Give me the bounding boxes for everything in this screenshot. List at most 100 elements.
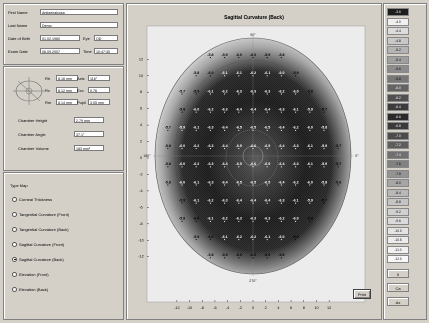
- grid-value: -6.1: [207, 89, 213, 93]
- patient-side-field[interactable]: 10:47:30: [94, 48, 118, 54]
- grid-point: [295, 111, 297, 113]
- x-tick-label: -2: [239, 306, 242, 310]
- print-button[interactable]: Print: [353, 289, 371, 299]
- chamber-field[interactable]: 183 mm³: [74, 145, 104, 151]
- curvature-map[interactable]: -12 -10 -8 -6 -4 -2 0 2 4 6 8 10 12 12 10 8 6 4 2 0 -2 -4 -6 -8…: [127, 4, 381, 319]
- measurement-field[interactable]: 3.05 mm: [88, 99, 110, 105]
- type-map-option[interactable]: Sagittal Curvature (Back): [12, 255, 64, 263]
- grid-value: -5.9: [179, 126, 185, 130]
- grid-point: [295, 239, 297, 241]
- measurement-field[interactable]: 116°: [88, 75, 110, 81]
- grid-point: [195, 202, 197, 204]
- grid-point: [266, 257, 268, 259]
- grid-value: -5.9: [307, 199, 313, 203]
- radio-button[interactable]: [12, 241, 17, 247]
- grid-point: [224, 166, 226, 168]
- color-scale-swatch: -5.8: [387, 74, 409, 83]
- grid-point: [195, 166, 197, 168]
- type-map-option[interactable]: Sagittal Curvature (Front): [12, 240, 64, 248]
- grid-value: -5.8: [321, 180, 327, 184]
- type-map-option[interactable]: Corneal Thickness: [12, 195, 52, 203]
- grid-point: [323, 184, 325, 186]
- color-scale-swatch: -8.0: [387, 179, 409, 187]
- patient-label: Date of Birth: [8, 36, 31, 41]
- grid-value: -6.0: [250, 253, 256, 257]
- type-map-option[interactable]: Tangential Curvature (Back): [12, 225, 69, 233]
- grid-point: [266, 129, 268, 131]
- grid-point: [252, 220, 254, 222]
- grid-point: [309, 129, 311, 131]
- grid-value: -6.3: [236, 89, 242, 93]
- x-tick-label: 6: [290, 306, 292, 310]
- type-map-option[interactable]: Elevation (Front): [12, 270, 49, 278]
- type-map-option[interactable]: Tangential Curvature (Front): [12, 210, 69, 218]
- radio-button[interactable]: [12, 271, 17, 277]
- grid-value: -6.1: [307, 144, 313, 148]
- grid-point: [266, 166, 268, 168]
- grid-value: -6.0: [179, 162, 185, 166]
- grid-value: -6.0: [250, 53, 256, 57]
- grid-value: -6.2: [278, 217, 284, 221]
- grid-value: -6.4: [221, 180, 227, 184]
- radio-button[interactable]: [12, 226, 17, 232]
- grid-point: [295, 202, 297, 204]
- grid-point: [238, 184, 240, 186]
- patient-field[interactable]: 01.02.1960: [40, 35, 80, 41]
- grid-value: -6.0: [307, 126, 313, 130]
- grid-point: [238, 129, 240, 131]
- grid-point: [238, 75, 240, 77]
- grid-point: [252, 239, 254, 241]
- grid-value: -6.2: [207, 108, 213, 112]
- measurement-label: Rm: [45, 100, 52, 105]
- measurement-field[interactable]: 8.14 mm: [56, 99, 78, 105]
- type-map-option[interactable]: Elevation (Back): [12, 285, 48, 293]
- color-scale-swatch: -12.0: [387, 255, 409, 263]
- scale-button[interactable]: Ax: [387, 297, 409, 306]
- chamber-field[interactable]: 2.79 mm: [74, 117, 104, 123]
- grid-value: -6.1: [264, 71, 270, 75]
- grid-point: [181, 111, 183, 113]
- grid-value: -5.8: [307, 89, 313, 93]
- grid-value: -6.5: [264, 126, 270, 130]
- grid-value: -5.6: [335, 180, 341, 184]
- patient-side-label: Time: [83, 49, 92, 54]
- patient-field[interactable]: Demo: [40, 22, 118, 28]
- grid-value: -6.2: [236, 235, 242, 239]
- measurement-field[interactable]: 0.76: [88, 87, 110, 93]
- chamber-field[interactable]: 37.1°: [74, 131, 104, 137]
- grid-value: -6.5: [250, 180, 256, 184]
- grid-point: [195, 239, 197, 241]
- measurement-field[interactable]: 8.16 mm: [56, 75, 78, 81]
- y-tick-label: 0: [140, 156, 142, 160]
- patient-info-panel: First Name Antigenalcosa Last Name Demo Date…: [3, 3, 124, 65]
- grid-value: -6.2: [250, 71, 256, 75]
- grid-value: -5.9: [221, 253, 227, 257]
- grid-value: -6.4: [221, 162, 227, 166]
- color-scale-swatch: -7.0: [387, 131, 409, 140]
- radio-button[interactable]: [12, 286, 17, 292]
- grid-point: [224, 148, 226, 150]
- radio-button[interactable]: [12, 196, 17, 202]
- grid-point: [209, 202, 211, 204]
- grid-point: [167, 166, 169, 168]
- grid-point: [280, 220, 282, 222]
- grid-point: [309, 148, 311, 150]
- measurement-field[interactable]: 8.12 mm: [56, 87, 78, 93]
- y-tick-label: -6: [139, 205, 142, 209]
- patient-side-field[interactable]: OD: [94, 35, 118, 41]
- grid-point: [309, 202, 311, 204]
- scale-button[interactable]: Ca: [387, 283, 409, 292]
- patient-field[interactable]: 06.09.2007: [40, 48, 80, 54]
- grid-point: [209, 129, 211, 131]
- eye-diagram-icon: [13, 77, 45, 105]
- x-tick-label: 10: [314, 306, 318, 310]
- grid-point: [280, 202, 282, 204]
- grid-point: [309, 220, 311, 222]
- radio-button[interactable]: [12, 256, 17, 262]
- y-tick-label: -12: [138, 255, 144, 259]
- color-scale-swatch: -6.0: [387, 84, 409, 92]
- grid-value: -6.3: [264, 89, 270, 93]
- patient-field[interactable]: Antigenalcosa: [40, 9, 118, 15]
- scale-button[interactable]: 0: [387, 269, 409, 278]
- radio-button[interactable]: [12, 211, 17, 217]
